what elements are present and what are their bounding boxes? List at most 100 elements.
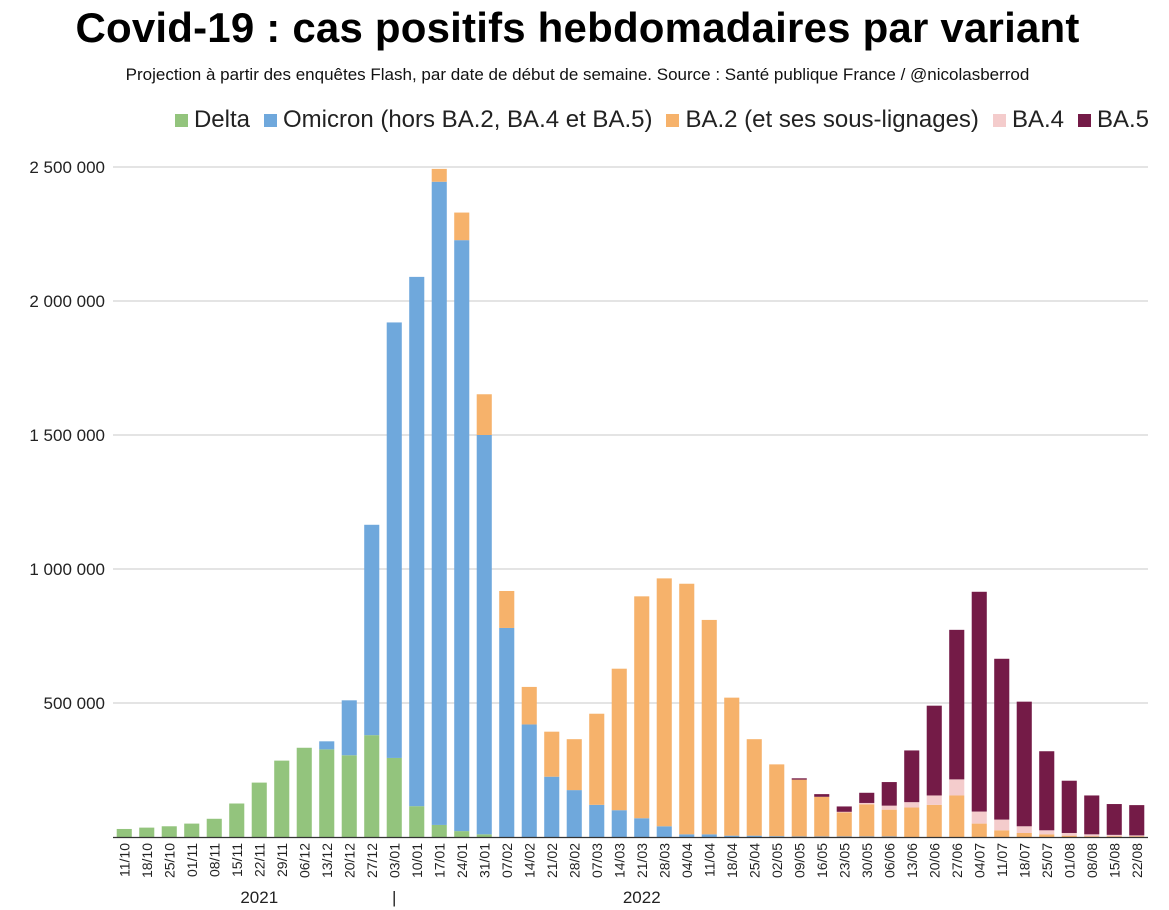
bar-segment — [589, 713, 605, 805]
bar-segment — [814, 796, 830, 837]
x-tick-label: 18/07 — [1016, 843, 1032, 878]
bar-segment — [859, 804, 875, 837]
bar-segment — [881, 805, 897, 810]
bar-segment — [454, 212, 470, 241]
bar-segment — [679, 583, 695, 835]
bar-segment — [701, 619, 717, 835]
x-tick-label: 24/01 — [454, 843, 470, 878]
bar-segment — [904, 750, 920, 803]
bar-segment — [1106, 834, 1122, 837]
bar-segment — [1061, 835, 1077, 837]
x-tick-label: 31/01 — [476, 843, 492, 878]
x-tick-label: 08/11 — [206, 843, 222, 877]
legend-label: Omicron (hors BA.2, BA.4 et BA.5) — [282, 106, 653, 133]
x-tick-label: 28/03 — [656, 843, 672, 878]
bar-segment — [1129, 836, 1145, 837]
legend-swatch — [666, 113, 680, 127]
chart-subtitle: Projection à partir des enquêtes Flash, … — [125, 65, 1030, 84]
bar-segment — [1039, 834, 1055, 837]
bar-segment — [1106, 836, 1122, 837]
x-tick-label: 13/06 — [904, 843, 920, 878]
bar-segment — [814, 836, 830, 838]
x-tick-label: 20/06 — [926, 843, 942, 878]
bar-segment — [544, 731, 560, 777]
bar-segment — [1106, 804, 1122, 835]
bar-segment — [431, 168, 447, 182]
bar-segment — [476, 435, 492, 835]
bar-segment — [1016, 832, 1032, 837]
x-tick-label: 25/07 — [1039, 843, 1055, 878]
bar-segment — [386, 757, 402, 837]
x-tick-label: 28/02 — [566, 843, 582, 878]
bar-segment — [1039, 751, 1055, 831]
bar-segment — [1061, 832, 1077, 836]
x-tick-label: 14/02 — [521, 843, 537, 878]
y-tick-label: 2 000 000 — [29, 292, 105, 311]
bar-segment — [926, 795, 942, 805]
bar-segment — [791, 778, 807, 780]
bar-segment — [116, 828, 132, 837]
bar-segment — [971, 811, 987, 824]
bar-segment — [454, 240, 470, 832]
y-tick-label: 1 500 000 — [29, 426, 105, 445]
bar-segment — [1016, 826, 1032, 833]
bar-segment — [656, 826, 672, 837]
x-tick-label: 23/05 — [836, 843, 852, 878]
bar-segment — [296, 747, 312, 837]
x-tick-label: 15/11 — [229, 843, 245, 877]
bar-segment — [1061, 780, 1077, 833]
bar-segment — [431, 824, 447, 837]
x-tick-label: 16/05 — [814, 843, 830, 878]
year-label: | — [392, 888, 396, 907]
bar-segment — [881, 836, 897, 838]
bar-segment — [769, 836, 785, 837]
bar-segment — [476, 394, 492, 435]
x-tick-label: 27/06 — [949, 843, 965, 878]
x-tick-label: 06/06 — [881, 843, 897, 878]
bar-segment — [634, 596, 650, 819]
legend-label: Delta — [193, 106, 250, 133]
bar-segment — [1084, 834, 1100, 837]
bar-segment — [364, 735, 380, 837]
x-tick-label: 03/01 — [386, 843, 402, 878]
bar-segment — [634, 818, 650, 837]
bar-segment — [949, 795, 965, 837]
x-tick-label: 25/04 — [746, 843, 762, 878]
x-tick-label: 29/11 — [274, 843, 290, 877]
chart-legend: Delta Omicron (hors BA.2, BA.4 et BA.5) BA… — [174, 106, 1149, 134]
bar-segment — [926, 705, 942, 796]
bar-segment — [251, 782, 267, 837]
x-tick-label: 27/12 — [364, 843, 380, 878]
bar-segment — [949, 629, 965, 780]
bar-segment — [836, 806, 852, 812]
x-tick-label: 13/12 — [319, 843, 335, 878]
chart-title: Covid-19 : cas positifs hebdomadaires pa… — [75, 4, 1080, 51]
x-tick-label: 18/10 — [139, 843, 155, 878]
bar-segment — [1129, 835, 1145, 837]
y-tick-label: 500 000 — [44, 694, 105, 713]
legend-item: Omicron (hors BA.2, BA.4 et BA.5) — [263, 106, 653, 134]
bar-segment — [544, 776, 560, 837]
year-label: 2021 — [240, 888, 278, 907]
bar-segment — [161, 826, 177, 837]
bar-segment — [971, 823, 987, 837]
bar-segment — [769, 764, 785, 837]
x-tick-label: 17/01 — [431, 843, 447, 878]
bar-segment — [1129, 805, 1145, 836]
bar-segment — [319, 749, 335, 837]
bar-segment — [836, 836, 852, 838]
bar-segment — [836, 811, 852, 813]
x-tick-label: 11/07 — [994, 843, 1010, 877]
x-tick-label: 02/05 — [769, 843, 785, 878]
bar-segment — [409, 806, 425, 837]
x-tick-label: 30/05 — [859, 843, 875, 878]
x-tick-label: 20/12 — [341, 843, 357, 878]
bar-segment — [139, 827, 155, 837]
bar-segment — [454, 831, 470, 837]
x-tick-label: 08/08 — [1084, 843, 1100, 878]
bar-segment — [836, 812, 852, 837]
bar-segment — [611, 810, 627, 837]
x-tick-label: 11/10 — [116, 843, 132, 877]
bar-segment — [589, 804, 605, 837]
bar-segment — [521, 724, 537, 837]
